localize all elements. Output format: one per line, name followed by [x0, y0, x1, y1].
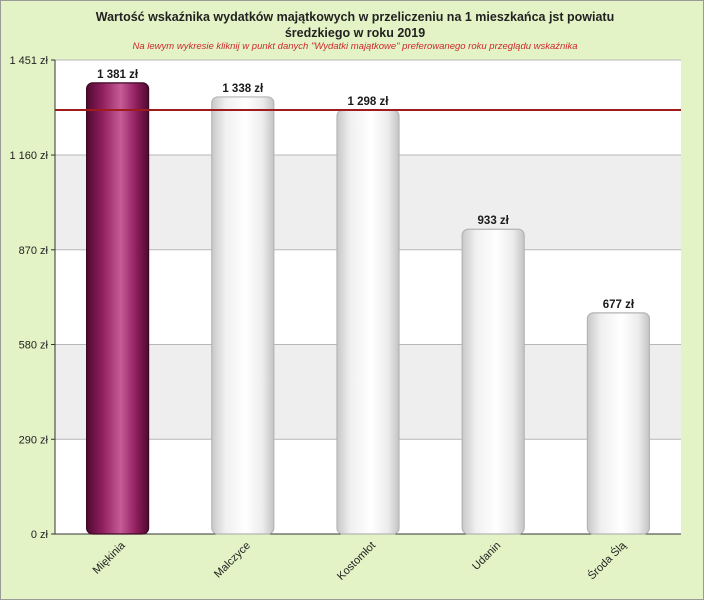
chart-subtitle: Na lewym wykresie kliknij w punkt danych… — [132, 41, 578, 52]
y-tick-label: 580 zł — [19, 340, 49, 352]
bar[interactable] — [336, 109, 400, 535]
x-category-label: Miękinia — [91, 539, 129, 577]
y-tick-label: 1 160 zł — [9, 150, 48, 162]
bar-value-label: 1 381 zł — [97, 69, 139, 81]
bar-value-label: 933 zł — [478, 215, 510, 227]
bar-value-label: 1 298 zł — [348, 96, 390, 108]
y-tick-label: 1 451 zł — [9, 55, 48, 67]
bar[interactable] — [211, 96, 275, 535]
bar[interactable] — [461, 228, 525, 535]
x-category-label: Udanin — [470, 540, 503, 573]
bar-value-label: 677 zł — [603, 299, 635, 311]
y-tick-label: 290 zł — [19, 434, 49, 446]
x-category-label: Środa Ślą — [585, 538, 629, 582]
bar[interactable] — [85, 82, 150, 535]
x-category-label: Kostomłot — [335, 540, 378, 583]
bar[interactable] — [586, 312, 651, 535]
y-tick-label: 0 zł — [31, 529, 49, 541]
y-tick-label: 870 zł — [19, 245, 49, 257]
chart-title-line2: średzkiego w roku 2019 — [284, 26, 426, 40]
x-category-label: Malczyce — [212, 540, 253, 581]
bar-value-label: 1 338 zł — [222, 83, 264, 95]
chart-title-line1: Wartość wskaźnika wydatków majątkowych w… — [95, 10, 615, 24]
